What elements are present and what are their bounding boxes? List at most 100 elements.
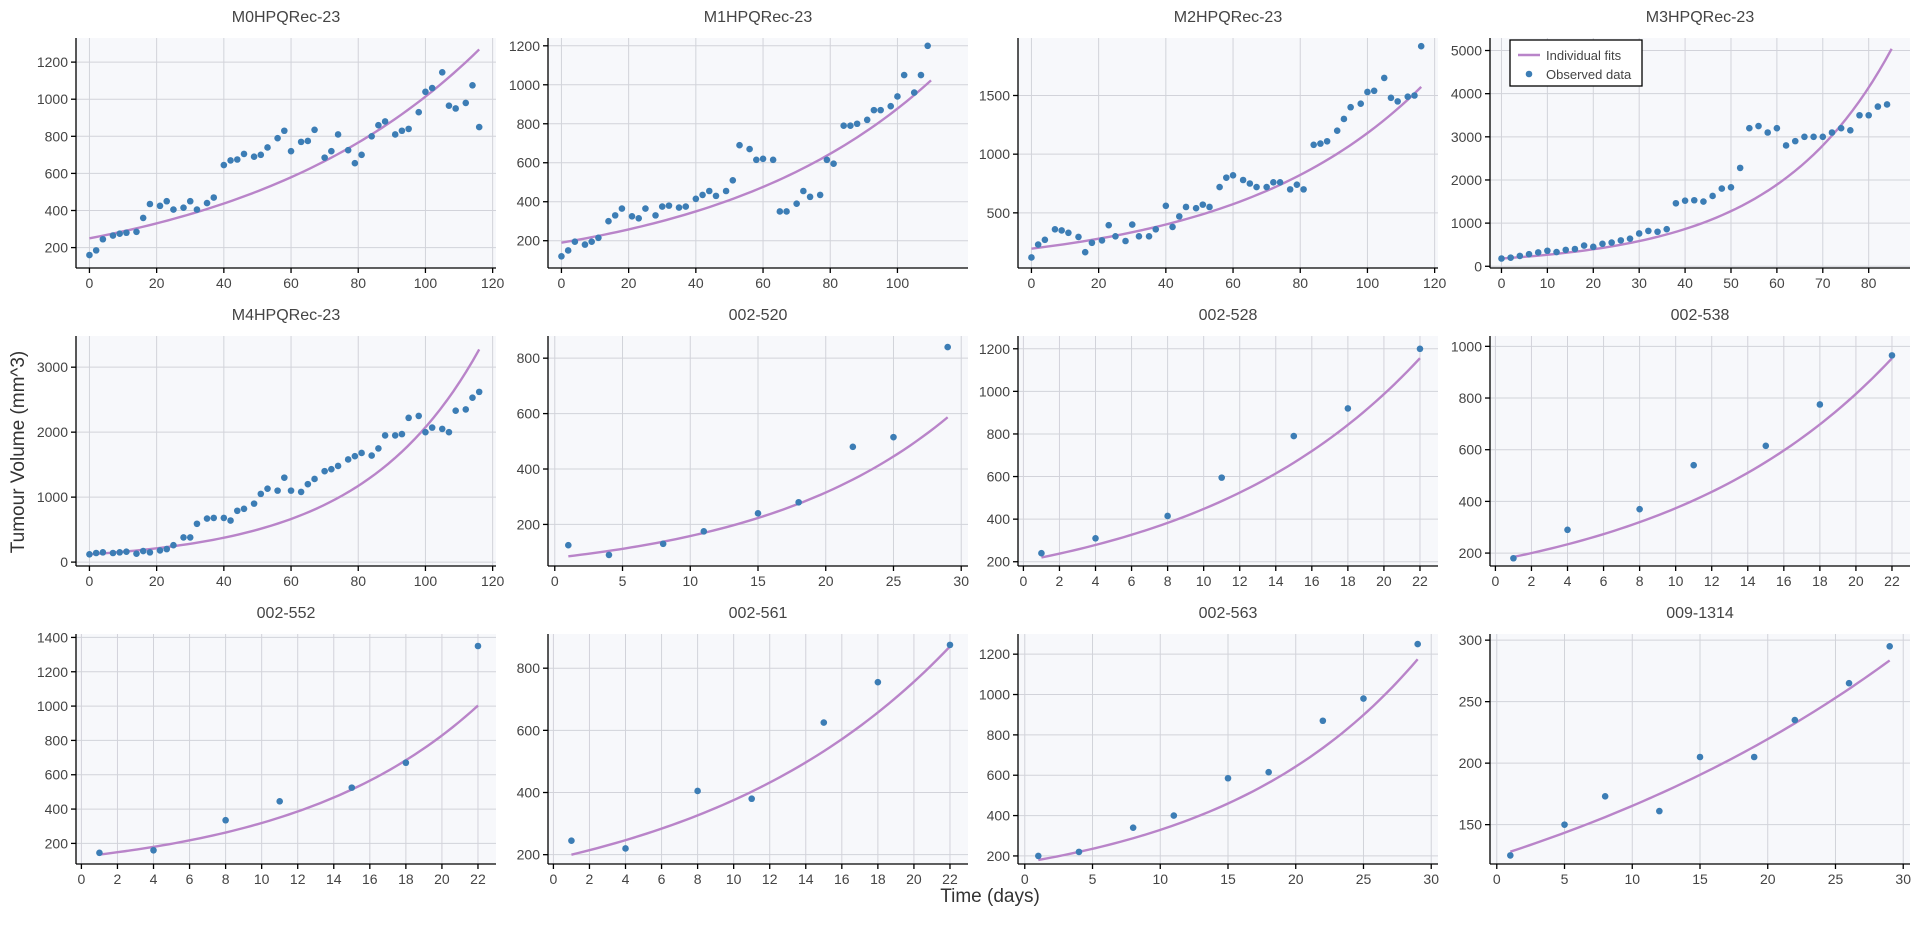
subplot-3: 0 20 40 60 80 100 120 500 1000 1500 M2HPQRec-23 (979, 9, 1447, 291)
x-tick-label: 100 (414, 573, 438, 589)
observed-point (156, 547, 164, 554)
observed-point (109, 232, 117, 239)
y-tick-label: 4000 (1451, 86, 1482, 102)
observed-point (321, 154, 328, 161)
fit-curve (89, 348, 481, 556)
fit-curve (571, 645, 951, 856)
x-tick-label: 8 (694, 871, 702, 887)
y-tick-label: 200 (517, 847, 541, 863)
observed-point (1265, 768, 1272, 776)
observed-point (1223, 174, 1230, 181)
x-tick-label: 16 (1304, 573, 1320, 589)
y-tick-label: 800 (987, 426, 1011, 442)
subplot-title: 002-563 (1199, 605, 1258, 622)
observed-point (398, 127, 406, 135)
observed-point (281, 474, 288, 481)
x-tick-label: 0 (78, 871, 86, 887)
observed-point (890, 433, 897, 441)
fit-curve (1031, 86, 1423, 250)
observed-point (156, 202, 164, 210)
observed-point (1580, 242, 1588, 249)
observed-point (1847, 127, 1854, 134)
x-tick-label: 10 (726, 871, 742, 887)
x-tick-label: 12 (762, 871, 778, 887)
observed-point (1755, 122, 1762, 130)
y-tick-label: 800 (987, 727, 1011, 743)
x-tick-label: 12 (1704, 573, 1720, 589)
observed-point (1128, 221, 1136, 228)
x-tick-label: 20 (1091, 275, 1107, 291)
y-tick-label: 600 (517, 406, 541, 422)
observed-point (1300, 186, 1307, 193)
x-tick-label: 0 (1493, 871, 1501, 887)
legend-box (1509, 39, 1643, 87)
x-tick-label: 15 (1220, 871, 1236, 887)
x-tick-label: 2 (586, 871, 594, 887)
observed-point (139, 547, 147, 555)
observed-point (170, 206, 177, 213)
x-tick-label: 14 (798, 871, 814, 887)
x-tick-label: 40 (1677, 275, 1693, 291)
y-tick-label: 1200 (37, 664, 68, 680)
y-tick-label: 1000 (37, 489, 68, 505)
observed-point (1417, 42, 1425, 50)
y-axis-title: Tumour Volume (mm^3) (8, 351, 29, 553)
observed-point (1750, 753, 1758, 761)
observed-point (1561, 821, 1568, 828)
observed-point (227, 157, 234, 164)
x-tick-label: 120 (481, 573, 505, 589)
fit-curve (1038, 658, 1419, 862)
observed-point (1370, 87, 1378, 95)
x-tick-label: 100 (414, 275, 438, 291)
x-tick-label: 25 (1828, 871, 1844, 887)
observed-point (1764, 129, 1771, 136)
observed-point (1736, 164, 1744, 172)
y-tick-label: 800 (1459, 390, 1483, 406)
observed-point (1323, 137, 1331, 145)
y-tick-label: 200 (1459, 755, 1483, 771)
observed-point (116, 230, 123, 237)
observed-point (203, 199, 211, 207)
observed-point (287, 487, 295, 494)
x-tick-label: 0 (550, 871, 558, 887)
subplot-title: 002-561 (729, 605, 788, 622)
observed-point (1290, 432, 1298, 440)
observed-point (469, 394, 476, 402)
observed-point (877, 106, 884, 114)
y-tick-label: 400 (517, 461, 541, 477)
observed-point (1571, 245, 1579, 253)
observed-point (474, 642, 482, 650)
observed-point (1507, 852, 1514, 859)
plot-area (1018, 38, 1438, 268)
x-tick-label: 22 (470, 871, 486, 887)
subplot-title: M0HPQRec-23 (232, 9, 341, 26)
observed-point (351, 159, 359, 167)
x-tick-label: 18 (870, 871, 886, 887)
observed-point (1098, 237, 1106, 244)
observed-point (618, 205, 626, 212)
x-tick-label: 4 (622, 871, 630, 887)
observed-point (334, 131, 342, 138)
observed-point (240, 505, 248, 513)
observed-point (398, 430, 406, 438)
observed-point (274, 487, 281, 494)
x-tick-label: 5 (619, 573, 627, 589)
observed-point (1041, 236, 1049, 244)
observed-point (675, 204, 683, 211)
x-tick-label: 16 (834, 871, 850, 887)
x-tick-label: 0 (86, 275, 94, 291)
x-tick-label: 6 (1600, 573, 1608, 589)
observed-point (445, 428, 453, 436)
observed-point (203, 515, 211, 522)
observed-point (1645, 227, 1652, 235)
observed-point (565, 541, 572, 549)
x-tick-label: 14 (1740, 573, 1756, 589)
observed-point (1534, 249, 1542, 256)
plot-area (548, 38, 968, 268)
observed-point (1690, 196, 1698, 204)
observed-point (795, 498, 802, 506)
x-tick-label: 60 (1769, 275, 1785, 291)
y-tick-label: 400 (987, 808, 1011, 824)
observed-point (1192, 204, 1200, 212)
x-tick-label: 0 (1021, 871, 1029, 887)
